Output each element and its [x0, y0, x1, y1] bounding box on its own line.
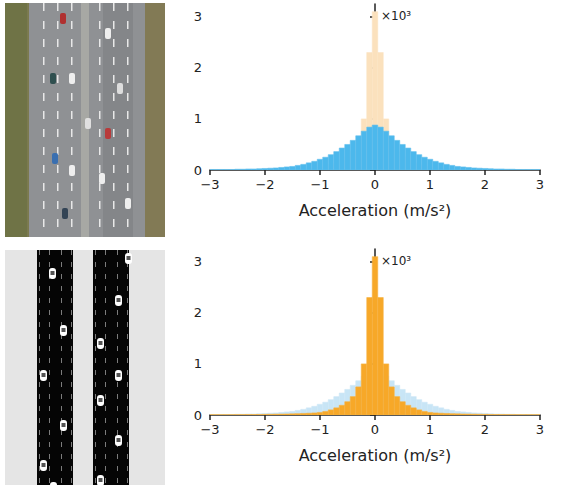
svg-text:−1: −1: [310, 422, 329, 437]
svg-text:0: 0: [371, 422, 379, 437]
svg-text:Acceleration (m/s²): Acceleration (m/s²): [299, 446, 452, 465]
svg-text:3: 3: [536, 177, 544, 192]
svg-text:−3: −3: [200, 177, 219, 192]
svg-text:−3: −3: [200, 422, 219, 437]
svg-text:3: 3: [536, 422, 544, 437]
svg-text:2: 2: [194, 60, 202, 75]
svg-text:−2: −2: [255, 422, 274, 437]
svg-text:1: 1: [194, 111, 202, 126]
svg-text:2: 2: [481, 422, 489, 437]
svg-text:×10³: ×10³: [381, 254, 411, 268]
svg-text:1: 1: [194, 356, 202, 371]
svg-text:0: 0: [194, 408, 202, 423]
svg-text:0: 0: [371, 177, 379, 192]
svg-text:3: 3: [194, 9, 202, 24]
svg-text:2: 2: [481, 177, 489, 192]
svg-text:−2: −2: [255, 177, 274, 192]
svg-text:3: 3: [194, 254, 202, 269]
svg-text:Acceleration (m/s²): Acceleration (m/s²): [299, 201, 452, 220]
svg-text:1: 1: [426, 422, 434, 437]
svg-text:2: 2: [194, 305, 202, 320]
svg-text:1: 1: [426, 177, 434, 192]
svg-text:0: 0: [194, 163, 202, 178]
svg-text:×10³: ×10³: [381, 9, 411, 23]
svg-text:−1: −1: [310, 177, 329, 192]
